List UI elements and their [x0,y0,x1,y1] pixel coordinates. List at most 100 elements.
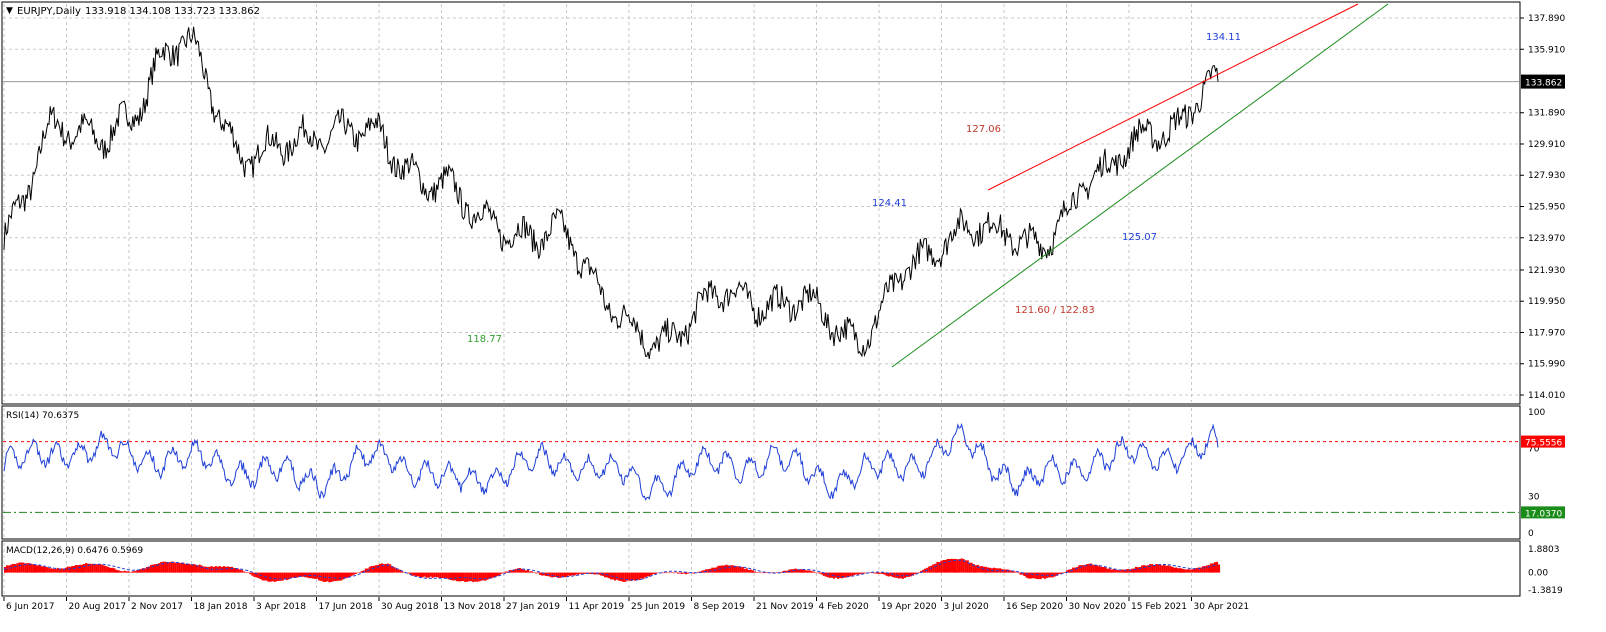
macd-histogram-bar [1047,572,1050,578]
macd-histogram-bar [164,561,167,573]
macd-histogram-bar [1019,572,1022,575]
macd-histogram-bar [494,572,497,577]
rsi-upper-label: 75.5556 [1525,439,1562,449]
macd-histogram-bar [956,559,959,573]
macd-histogram-bar [1049,572,1052,578]
macd-histogram-bar [796,569,799,573]
macd-histogram-bar [22,562,25,573]
macd-histogram-bar [1132,568,1135,573]
macd-histogram-bar [330,572,333,582]
macd-histogram-bar [654,572,657,575]
grid-lines [3,4,1519,594]
macd-histogram-bar [881,572,884,574]
macd-histogram-bar [551,572,554,578]
macd-histogram-bar [184,564,187,573]
macd-histogram-bar [212,566,215,573]
macd-histogram-bar [332,572,335,582]
macd-histogram-bar [1153,564,1156,573]
macd-histogram-bar [1092,564,1095,573]
macd-histogram-bar [1201,566,1204,573]
macd-histogram-bar [83,564,86,573]
macd-histogram-bar [231,566,234,573]
macd-histogram-bar [954,558,957,573]
macd-histogram-bar [456,572,459,582]
macd-histogram-bar [395,568,398,573]
macd-histogram-bar [492,572,495,578]
macd-histogram-bar [154,564,157,573]
macd-histogram-bar [1136,567,1139,573]
macd-histogram-bar [603,572,606,578]
macd-histogram-bar [172,561,175,573]
macd-histogram-bar [1064,572,1067,573]
macd-histogram-bar [295,572,298,578]
macd-histogram-bar [249,572,252,575]
macd-histogram-bar [1059,572,1062,574]
macd-histogram-bar [145,567,148,573]
macd-histogram-bar [451,572,454,581]
macd-histogram-bar [674,572,677,573]
date-label: 15 Feb 2021 [1131,602,1187,612]
macd-histogram-bar [1191,569,1194,573]
resistance-trendline[interactable] [987,3,1359,191]
macd-histogram-bar [139,569,142,573]
macd-histogram-bar [800,569,803,573]
support-trendline[interactable] [891,3,1389,368]
macd-histogram-bar [182,562,185,573]
macd-histogram-bar [729,565,732,573]
macd-histogram-bar [74,565,77,573]
macd-histogram-bar [107,566,110,573]
macd-histogram-bar [1203,566,1206,573]
macd-histogram-bar [103,565,106,573]
macd-histogram-bar [77,565,80,573]
macd-signal-line [3,559,1219,581]
macd-histogram-bar [237,568,240,573]
macd-histogram-bar [38,565,41,573]
macd-histogram-bar [691,572,694,574]
macd-histogram-bar [642,572,645,579]
rsi-panel[interactable] [1,405,1521,540]
date-label: 13 Nov 2018 [444,602,502,612]
macd-histogram-bar [269,572,272,582]
dropdown-arrow-icon[interactable]: ▼ [6,6,13,16]
macd-histogram-bar [1169,566,1172,573]
macd-histogram-bar [798,569,801,573]
macd-histogram-bar [970,562,973,573]
macd-histogram-bar [1033,572,1036,579]
rsi-line [3,422,1219,501]
macd-histogram-bar [581,572,584,574]
macd-histogram-bar [849,572,852,577]
macd-histogram-bar [490,572,493,579]
macd-histogram-bar [680,572,683,574]
macd-histogram-bar [255,572,258,578]
annotation-125-07: 125.07 [1122,232,1157,243]
macd-histogram-bar [466,572,469,582]
macd-histogram-bar [188,563,191,573]
macd-histogram-bar [162,561,165,573]
macd-histogram-bar [229,566,232,573]
macd-panel[interactable] [1,540,1521,597]
macd-histogram-bar [476,572,479,582]
price-panel[interactable] [1,1,1521,405]
macd-histogram-bar [747,570,750,573]
macd-histogram-bar [672,572,675,574]
macd-histogram-bar [670,572,673,573]
macd-histogram-bar [30,563,33,573]
macd-histogram-bar [496,572,499,577]
macd-histogram-bar [539,572,542,575]
macd-histogram-bar [628,572,631,581]
macd-histogram-bar [648,572,651,577]
macd-histogram-bar [293,572,296,578]
macd-histogram-bar [498,572,501,575]
macd-histogram-bar [1021,572,1024,575]
macd-histogram-bar [644,572,647,578]
macd-histogram-bar [634,572,637,581]
macd-histogram-bar [105,566,108,573]
macd-histogram-bar [984,566,987,573]
macd-histogram-bar [678,572,681,574]
macd-histogram-bar [1179,568,1182,573]
macd-histogram-bar [1143,565,1146,573]
macd-histogram-bar [632,572,635,580]
macd-histogram-bar [510,570,513,573]
macd-histogram-bar [978,566,981,573]
